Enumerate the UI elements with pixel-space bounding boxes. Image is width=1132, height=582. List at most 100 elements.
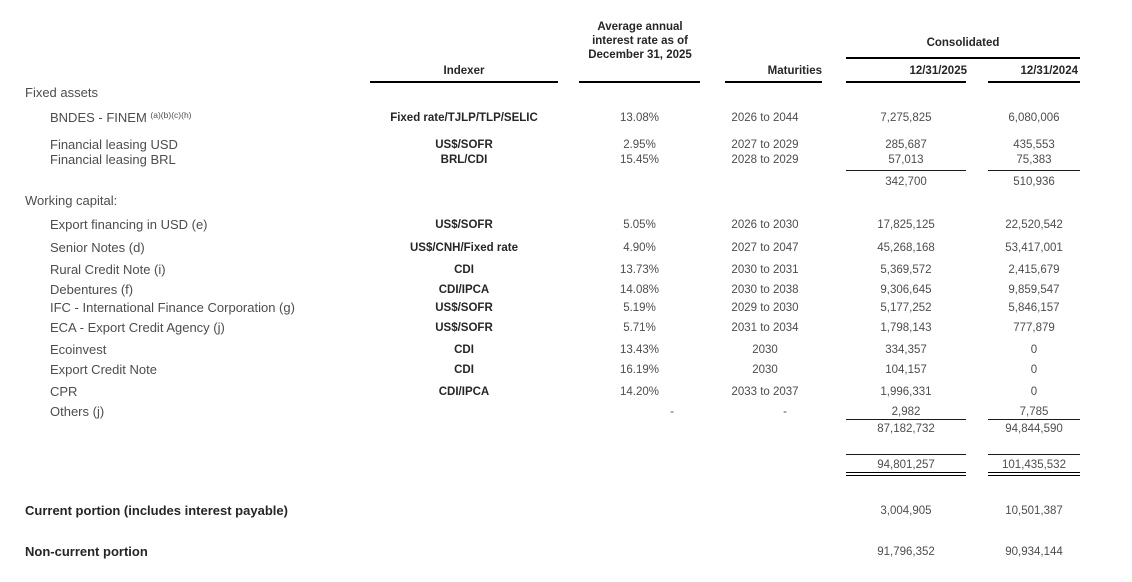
subtotal-rule-2025 (846, 170, 966, 171)
value-2025-cell: 2,982 (891, 406, 921, 418)
row-label-text: BNDES - FINEM (50, 110, 147, 125)
rate-cell: 16.19% (619, 364, 659, 376)
total-row: 94,801,257 101,435,532 (0, 458, 1132, 472)
indexer-cell: US$/SOFR (435, 219, 493, 231)
value-2025-cell: 45,268,168 (877, 242, 935, 254)
rate-cell: 15.45% (619, 154, 659, 166)
value-2025-cell: 1,798,143 (880, 322, 932, 334)
column-header-indexer: Indexer (443, 65, 485, 77)
indexer-cell: CDI/IPCA (438, 284, 490, 296)
footnote-superscript: (a)(b)(c)(h) (150, 110, 192, 120)
consolidated-header-rule (846, 57, 1080, 59)
column-header-12-31-2025: 12/31/2025 (909, 65, 967, 77)
rate-cell: 13.08% (619, 112, 659, 124)
indexer-cell: CDI (454, 264, 474, 276)
row-label: CPR (50, 384, 78, 399)
section-label: Fixed assets (25, 85, 98, 100)
value-2025-cell: 5,177,252 (880, 302, 932, 314)
non-current-portion-2025-cell: 91,796,352 (877, 546, 935, 558)
subtotal-rule-2024 (988, 170, 1080, 171)
row-label: Ecoinvest (50, 342, 107, 357)
indexer-cell: US$/SOFR (435, 139, 493, 151)
subtotal-row-fixed-assets: 342,700 510,936 (0, 175, 1132, 189)
indexer-cell: US$/SOFR (435, 322, 493, 334)
maturities-cell: 2026 to 2044 (731, 112, 799, 124)
value-2024-cell: 5,846,157 (1008, 302, 1060, 314)
indexer-cell: US$/CNH/Fixed rate (409, 242, 518, 254)
maturities-cell: - (783, 406, 787, 418)
total-2024-cell: 101,435,532 (1002, 459, 1066, 471)
value-2024-cell: 9,859,547 (1008, 284, 1060, 296)
column-header-maturities: Maturities (767, 65, 822, 77)
value-2025-cell: 1,996,331 (880, 386, 932, 398)
section-label: Working capital: (25, 193, 118, 208)
value-2024-cell: 0 (1030, 386, 1038, 398)
column-header-12-31-2024: 12/31/2024 (1020, 65, 1078, 77)
rate-cell: 14.20% (619, 386, 659, 398)
table-row-export-financing-usd: Export financing in USD (e) US$/SOFR 5.0… (0, 218, 1132, 232)
table-row-others: Others (j) - - 2,982 7,785 (0, 405, 1132, 419)
rate-cell: 14.08% (619, 284, 659, 296)
current-portion-row: Current portion (includes interest payab… (0, 504, 1132, 518)
indexer-cell: US$/SOFR (435, 302, 493, 314)
non-current-portion-row: Non-current portion 91,796,352 90,934,14… (0, 545, 1132, 559)
value-2025-cell: 285,687 (885, 139, 927, 151)
table-row-debentures: Debentures (f) CDI/IPCA 14.08% 2030 to 2… (0, 283, 1132, 297)
indexer-cell: BRL/CDI (440, 154, 488, 166)
value-2024-cell: 0 (1030, 364, 1038, 376)
maturities-cell: 2031 to 2034 (731, 322, 799, 334)
maturities-cell: 2030 to 2038 (731, 284, 799, 296)
value-2025-cell: 334,357 (885, 344, 927, 356)
value-2024-cell: 2,415,679 (1008, 264, 1060, 276)
indexer-cell: CDI (454, 364, 474, 376)
subtotal-2024-cell: 94,844,590 (1005, 423, 1063, 435)
rate-cell: 2.95% (623, 139, 656, 151)
table-row-financial-leasing-usd: Financial leasing USD US$/SOFR 2.95% 202… (0, 138, 1132, 152)
value-2024-cell: 53,417,001 (1005, 242, 1063, 254)
rate-cell: 13.73% (619, 264, 659, 276)
table-row-export-credit-note: Export Credit Note CDI 16.19% 2030 104,1… (0, 363, 1132, 377)
value-2024-cell: 435,553 (1013, 139, 1055, 151)
current-portion-2025-cell: 3,004,905 (880, 505, 932, 517)
total-double-rule-2025 (846, 472, 966, 476)
rate-cell: 4.90% (623, 242, 656, 254)
row-label: Senior Notes (d) (50, 240, 145, 255)
value-2025-cell: 104,157 (885, 364, 927, 376)
row-label: Export financing in USD (e) (50, 217, 208, 232)
row-label: Financial leasing USD (50, 137, 178, 152)
indexer-cell: Fixed rate/TJLP/TLP/SELIC (390, 112, 538, 124)
indexer-cell: CDI (454, 344, 474, 356)
value-2025-cell: 57,013 (888, 154, 924, 166)
rate-cell: 13.43% (619, 344, 659, 356)
table-row-rural-credit-note: Rural Credit Note (i) CDI 13.73% 2030 to… (0, 263, 1132, 277)
total-2025-cell: 94,801,257 (877, 459, 935, 471)
table-row-senior-notes: Senior Notes (d) US$/CNH/Fixed rate 4.90… (0, 241, 1132, 255)
maturities-cell: 2026 to 2030 (731, 219, 799, 231)
rate-cell: 5.19% (623, 302, 656, 314)
subtotal-rule-2024 (988, 419, 1080, 420)
table-row-cpr: CPR CDI/IPCA 14.20% 2033 to 2037 1,996,3… (0, 385, 1132, 399)
non-current-portion-2024-cell: 90,934,144 (1005, 546, 1063, 558)
non-current-portion-label: Non-current portion (25, 544, 148, 559)
table-row-ifc: IFC - International Finance Corporation … (0, 301, 1132, 315)
maturities-cell: 2027 to 2029 (731, 139, 799, 151)
value-2025-cell: 5,369,572 (880, 264, 932, 276)
indexer-cell: CDI/IPCA (438, 386, 490, 398)
subtotal-rule-2025 (846, 419, 966, 420)
subtotal-2025-cell: 87,182,732 (877, 423, 935, 435)
current-portion-2024-cell: 10,501,387 (1005, 505, 1063, 517)
maturities-cell: 2027 to 2047 (731, 242, 799, 254)
subtotal-2024-cell: 510,936 (1013, 176, 1055, 188)
maturities-cell: 2030 to 2031 (731, 264, 799, 276)
column-header-interest-rate: Average annual interest rate as of Decem… (588, 21, 692, 61)
maturities-cell: 2029 to 2030 (731, 302, 799, 314)
row-label: Others (j) (50, 404, 105, 419)
value-2025-cell: 7,275,825 (880, 112, 932, 124)
row-label: BNDES - FINEM (a)(b)(c)(h) (50, 111, 192, 125)
section-header-fixed-assets: Fixed assets (0, 86, 1132, 100)
value-2024-cell: 75,383 (1016, 154, 1052, 166)
maturities-cell: 2030 (752, 344, 778, 356)
row-label: Financial leasing BRL (50, 152, 176, 167)
total-top-rule-2024 (988, 454, 1080, 455)
